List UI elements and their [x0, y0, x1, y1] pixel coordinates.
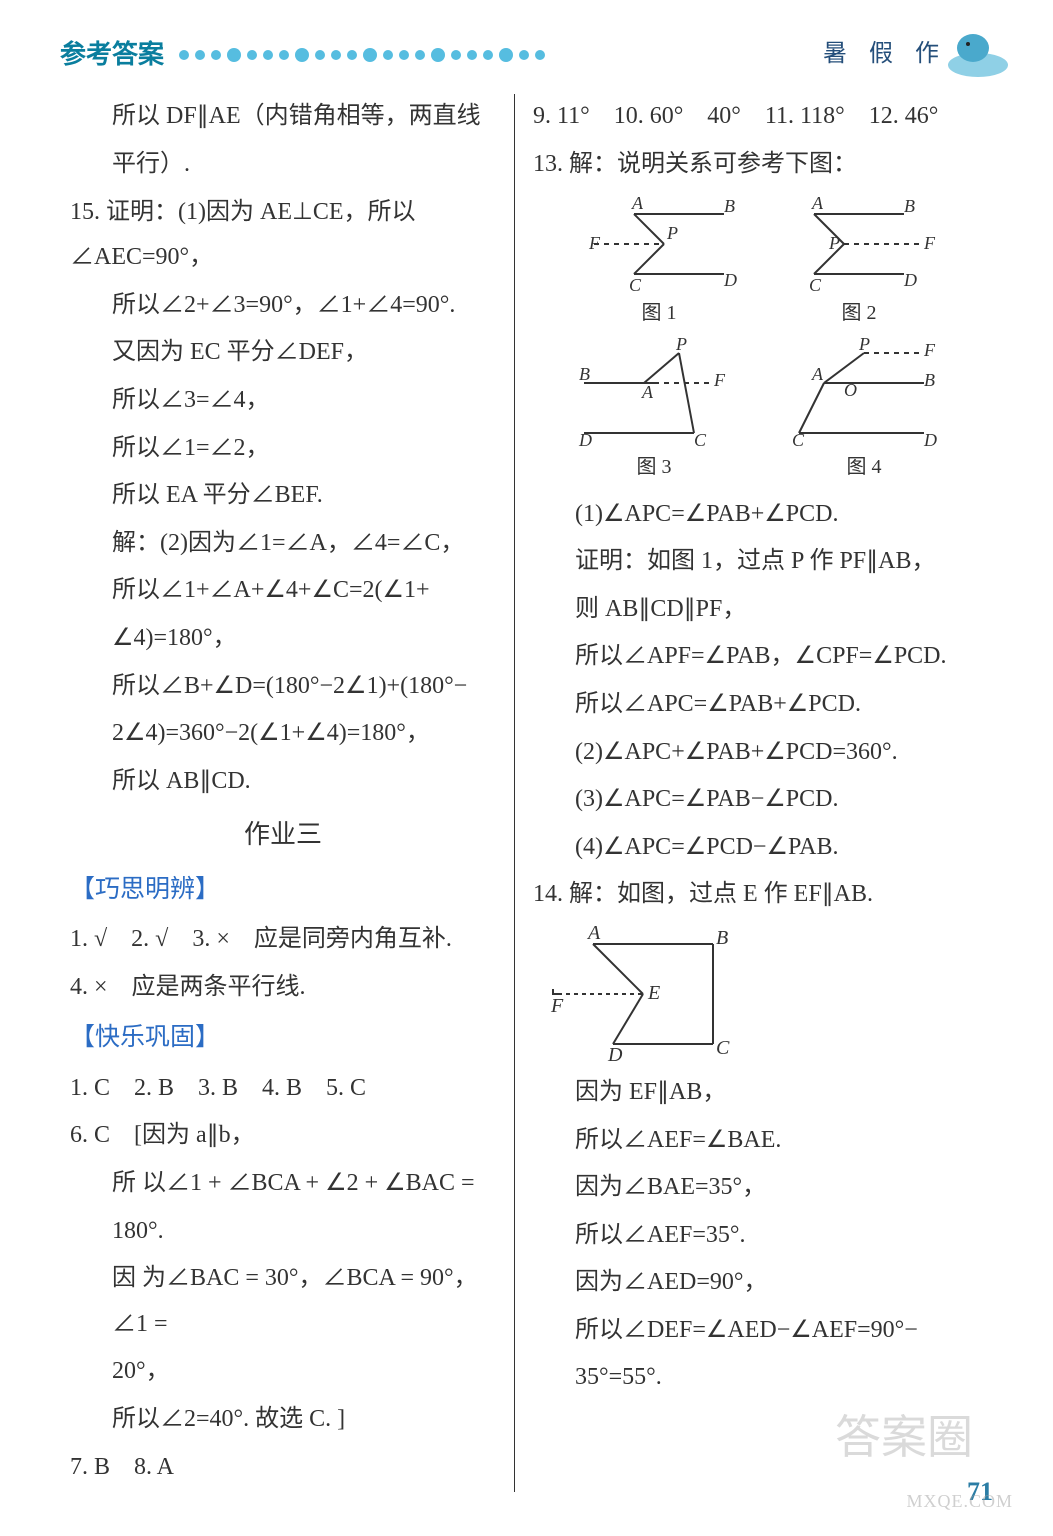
svg-text:O: O: [844, 380, 857, 400]
text-line: 4. × 应是两条平行线.: [70, 965, 496, 1011]
svg-text:A: A: [811, 364, 824, 384]
diagram-row-2: B A P F D C 图 3 P F: [533, 338, 985, 486]
diagram-1: A B F P C D 图 1: [574, 194, 744, 332]
svg-text:C: C: [694, 430, 707, 448]
label-C: C: [716, 1037, 730, 1059]
label-A: A: [631, 194, 644, 213]
label-F: F: [550, 995, 564, 1017]
svg-text:B: B: [904, 196, 915, 216]
text-line: ∠4)=180°，: [70, 616, 496, 662]
fig-caption: 图 1: [574, 294, 744, 332]
diagram-row-1: A B F P C D 图 1: [533, 194, 985, 332]
watermark-site: MXQE.COM: [906, 1484, 1013, 1518]
fig-caption: 图 4: [774, 448, 954, 486]
text-line: 证明：如图 1，过点 P 作 PF∥AB，: [533, 539, 985, 585]
right-column: 9. 11° 10. 60° 40° 11. 118° 12. 46° 13. …: [515, 94, 985, 1492]
text-line: 因为 EF∥AB，: [533, 1070, 985, 1116]
text-line: 所以∠1=∠2，: [70, 426, 496, 472]
svg-text:C: C: [809, 275, 822, 294]
svg-text:P: P: [828, 233, 840, 253]
text-line: 180°.: [70, 1209, 496, 1255]
label-E: E: [647, 982, 660, 1004]
text-line: 所以∠B+∠D=(180°−2∠1)+(180°−: [70, 664, 496, 710]
text-line: 所以∠2+∠3=90°，∠1+∠4=90°.: [70, 283, 496, 329]
text-line: 又因为 EC 平分∠DEF，: [70, 330, 496, 376]
svg-text:D: D: [903, 270, 917, 290]
text-line: 所以∠DEF=∠AED−∠AEF=90°−: [533, 1308, 985, 1354]
text-line: (4)∠APC=∠PCD−∠PAB.: [533, 825, 985, 871]
text-line: 所以∠APC=∠PAB+∠PCD.: [533, 682, 985, 728]
section-title: 【巧思明辨】: [70, 866, 496, 914]
text-line: (2)∠APC+∠PAB+∠PCD=360°.: [533, 730, 985, 776]
fig-caption: 图 3: [564, 448, 744, 486]
label-F: F: [588, 233, 601, 253]
svg-text:P: P: [858, 338, 870, 354]
text-line: 14. 解：如图，过点 E 作 EF∥AB.: [533, 872, 985, 918]
text-line: 因为∠BAE=35°，: [533, 1165, 985, 1211]
svg-text:A: A: [811, 194, 824, 213]
mascot-icon: [933, 20, 1013, 80]
svg-text:A: A: [641, 382, 654, 402]
text-line: 所以 DF∥AE（内错角相等，两直线: [70, 94, 496, 140]
svg-text:B: B: [579, 364, 590, 384]
text-line: 所以∠APF=∠PAB，∠CPF=∠PCD.: [533, 634, 985, 680]
text-line: 1. C 2. B 3. B 4. B 5. C: [70, 1066, 496, 1112]
text-line: 15. 证明：(1)因为 AE⊥CE，所以∠AEC=90°，: [70, 190, 496, 281]
diagram-14: A B F E D C: [533, 924, 985, 1064]
svg-text:D: D: [923, 430, 937, 448]
label-A: A: [586, 924, 601, 944]
page-header: 参考答案 暑 假 作 业: [0, 0, 1053, 94]
watermark-answer: 答案圈: [835, 1394, 973, 1481]
label-B: B: [724, 196, 735, 216]
text-line: 2∠4)=360°−2(∠1+∠4)=180°，: [70, 711, 496, 757]
header-dots: [179, 48, 808, 62]
svg-text:F: F: [713, 370, 726, 390]
svg-text:D: D: [578, 430, 592, 448]
label-B: B: [716, 927, 728, 949]
text-line: 所以 AB∥CD.: [70, 759, 496, 805]
text-line: 因 为∠BAC = 30°，∠BCA = 90°，∠1 =: [70, 1256, 496, 1347]
content-columns: 所以 DF∥AE（内错角相等，两直线 平行）. 15. 证明：(1)因为 AE⊥…: [0, 94, 1053, 1492]
section-title: 【快乐巩固】: [70, 1014, 496, 1062]
svg-text:F: F: [923, 340, 936, 360]
label-D: D: [607, 1044, 623, 1064]
label-D: D: [723, 270, 737, 290]
text-line: 则 AB∥CD∥PF，: [533, 587, 985, 633]
text-line: 所以∠1+∠A+∠4+∠C=2(∠1+: [70, 568, 496, 614]
svg-text:P: P: [675, 338, 687, 354]
label-P: P: [666, 223, 678, 243]
text-line: 所以∠2=40°. 故选 C. ]: [70, 1397, 496, 1443]
header-title: 参考答案: [60, 30, 164, 79]
text-line: (3)∠APC=∠PAB−∠PCD.: [533, 777, 985, 823]
svg-text:B: B: [924, 370, 935, 390]
text-line: 7. B 8. A: [70, 1445, 496, 1491]
svg-text:C: C: [792, 430, 805, 448]
text-line: 1. √ 2. √ 3. × 应是同旁内角互补.: [70, 917, 496, 963]
text-line: 所以∠AEF=∠BAE.: [533, 1118, 985, 1164]
text-line: 因为∠AED=90°，: [533, 1260, 985, 1306]
text-line: 所以∠AEF=35°.: [533, 1213, 985, 1259]
homework-title: 作业三: [70, 810, 496, 859]
text-line: 平行）.: [70, 142, 496, 188]
text-line: 13. 解：说明关系可参考下图：: [533, 142, 985, 188]
diagram-4: P F AO B C D 图 4: [774, 338, 954, 486]
text-line: 所以 EA 平分∠BEF.: [70, 473, 496, 519]
text-line: 所 以∠1 + ∠BCA + ∠2 + ∠BAC =: [70, 1161, 496, 1207]
text-line: 20°，: [70, 1349, 496, 1395]
text-line: 6. C [因为 a∥b，: [70, 1113, 496, 1159]
text-line: 所以∠3=∠4，: [70, 378, 496, 424]
diagram-2: A B P F C D 图 2: [774, 194, 944, 332]
svg-text:F: F: [923, 233, 936, 253]
left-column: 所以 DF∥AE（内错角相等，两直线 平行）. 15. 证明：(1)因为 AE⊥…: [70, 94, 515, 1492]
diagram-3: B A P F D C 图 3: [564, 338, 744, 486]
fig-caption: 图 2: [774, 294, 944, 332]
text-line: (1)∠APC=∠PAB+∠PCD.: [533, 492, 985, 538]
text-line: 解：(2)因为∠1=∠A，∠4=∠C，: [70, 521, 496, 567]
label-C: C: [629, 275, 642, 294]
text-line: 9. 11° 10. 60° 40° 11. 118° 12. 46°: [533, 94, 985, 140]
